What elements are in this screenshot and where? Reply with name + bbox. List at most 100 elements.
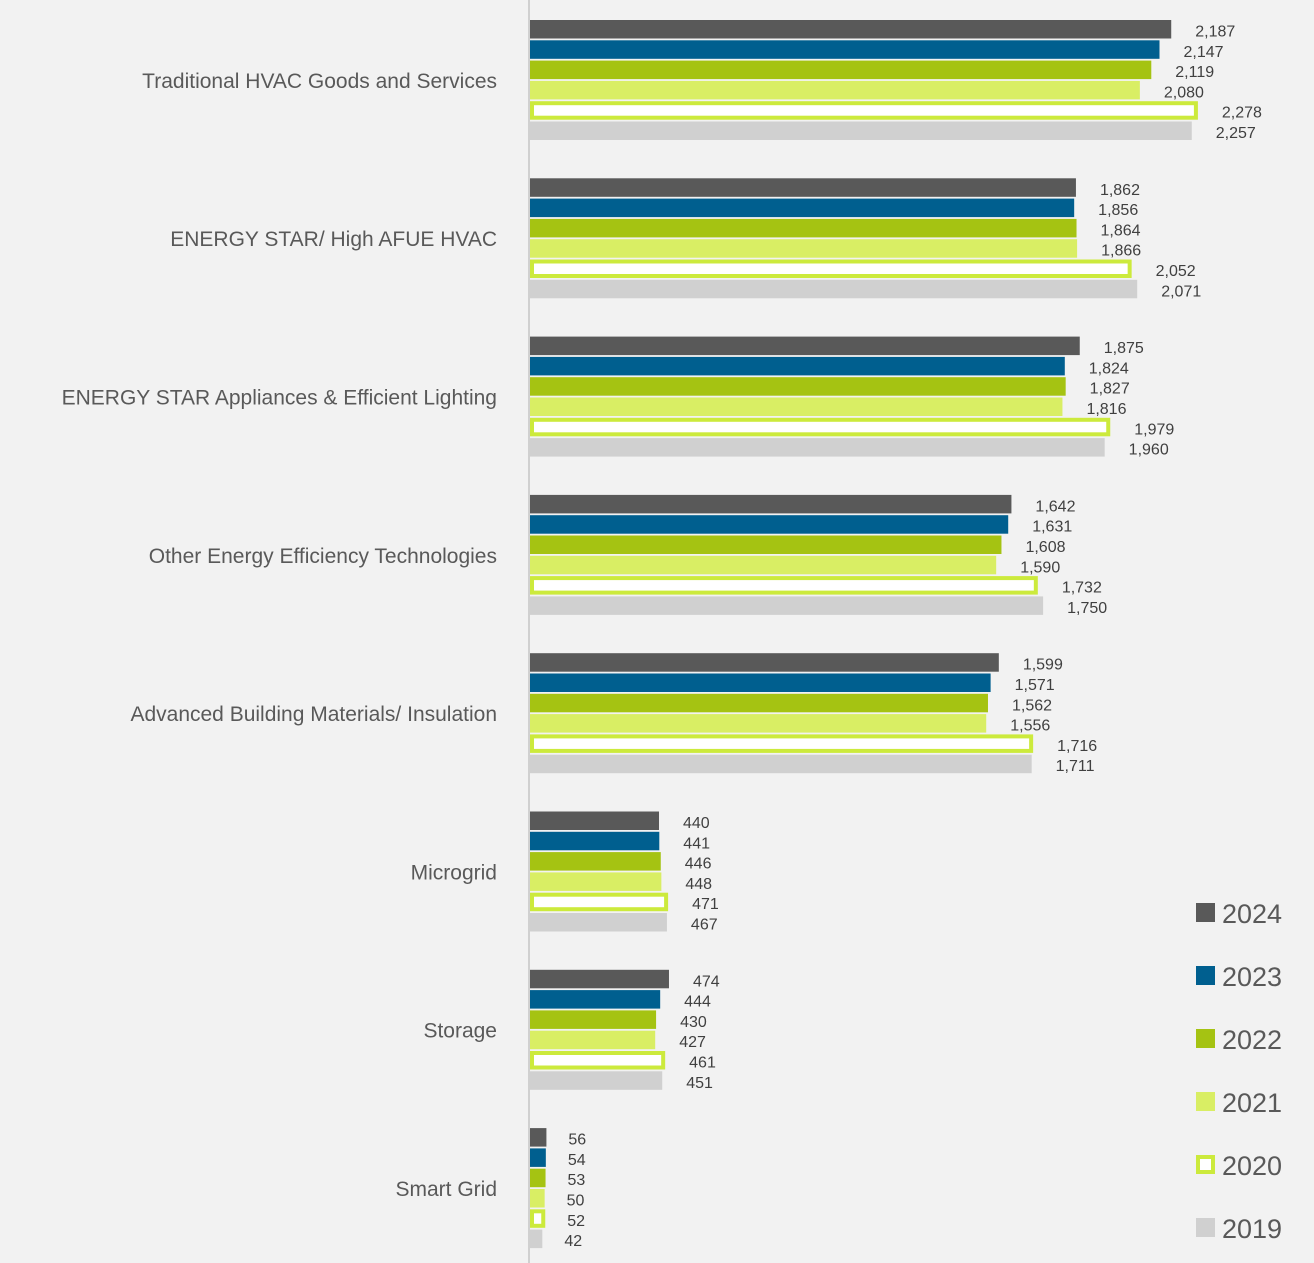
bar-2024 xyxy=(530,178,1076,197)
data-label: 461 xyxy=(689,1055,716,1072)
data-label: 1,856 xyxy=(1098,202,1138,219)
bar-2022 xyxy=(530,535,1002,554)
data-label: 56 xyxy=(568,1132,586,1149)
bar-2022 xyxy=(530,852,661,871)
legend-swatch-2024 xyxy=(1196,903,1215,922)
bar-2022 xyxy=(530,693,988,713)
data-label: 2,278 xyxy=(1222,105,1262,122)
data-label: 2,119 xyxy=(1175,64,1214,81)
bar-2020 xyxy=(530,576,1038,595)
data-label: 1,960 xyxy=(1129,442,1169,459)
data-label: 2,071 xyxy=(1161,283,1201,300)
data-label: 1,571 xyxy=(1015,677,1055,694)
legend-label-2019: 2019 xyxy=(1222,1214,1282,1244)
bar-2022 xyxy=(530,218,1077,238)
category-label: Storage xyxy=(423,1020,497,1043)
bar-2022 xyxy=(530,1168,546,1188)
category-label: Traditional HVAC Goods and Services xyxy=(142,70,497,93)
legend-swatch-2023 xyxy=(1196,966,1215,985)
category-label: Advanced Building Materials/ Insulation xyxy=(130,703,497,726)
bar-2021 xyxy=(530,1030,656,1050)
data-label: 1,642 xyxy=(1035,498,1075,515)
legend-swatch-2019 xyxy=(1196,1218,1215,1237)
legend-swatch-2022 xyxy=(1196,1029,1215,1048)
bar-2020 xyxy=(530,259,1132,278)
bar-2019 xyxy=(530,121,1192,140)
bar-2021 xyxy=(530,872,662,891)
data-label: 441 xyxy=(683,835,710,852)
data-label: 1,862 xyxy=(1100,182,1140,199)
data-label: 42 xyxy=(564,1233,582,1250)
data-label: 446 xyxy=(685,856,712,873)
bar-2020 xyxy=(530,734,1034,753)
legend-label-2020: 2020 xyxy=(1222,1151,1282,1181)
bar-2023 xyxy=(530,673,991,692)
bar-2022 xyxy=(530,1010,657,1029)
data-label: 1,979 xyxy=(1134,421,1174,438)
bar-2019 xyxy=(530,1229,543,1249)
data-label: 1,599 xyxy=(1023,657,1063,674)
data-label: 1,590 xyxy=(1020,559,1060,576)
bar-2023 xyxy=(530,356,1065,376)
bar-2023 xyxy=(530,198,1075,218)
bar-2020 xyxy=(530,1209,546,1228)
data-label: 1,716 xyxy=(1057,738,1097,755)
bar-2020 xyxy=(530,101,1198,120)
bar-2019 xyxy=(530,596,1044,615)
category-label: Microgrid xyxy=(411,861,497,884)
bar-2022 xyxy=(530,60,1152,80)
data-label: 1,556 xyxy=(1010,718,1050,735)
bar-2023 xyxy=(530,515,1009,534)
data-label: 2,147 xyxy=(1184,44,1224,61)
legend-label-2024: 2024 xyxy=(1222,899,1282,929)
data-label: 448 xyxy=(685,876,712,893)
legend-label-2023: 2023 xyxy=(1222,962,1282,992)
data-label: 1,827 xyxy=(1090,381,1130,398)
bar-2019 xyxy=(530,279,1138,299)
value-labels: 2,187 2,147 2,119 2,080 2,278 2,257 1,862 1,856… xyxy=(564,24,1262,1251)
legend: 2024 2023 2022 2021 2020 2019 xyxy=(1196,899,1282,1244)
bar-2024 xyxy=(530,969,669,989)
data-label: 2,187 xyxy=(1195,24,1235,41)
bar-2020 xyxy=(530,1051,666,1070)
data-label: 1,864 xyxy=(1101,222,1141,239)
bar-2019 xyxy=(530,438,1105,457)
bar-2020 xyxy=(530,892,669,912)
data-label: 1,866 xyxy=(1101,243,1141,260)
legend-label-2021: 2021 xyxy=(1222,1088,1282,1118)
category-label: Smart Grid xyxy=(395,1178,497,1201)
bar-2024 xyxy=(530,811,660,830)
bar-2020 xyxy=(530,417,1111,437)
category-labels: Traditional HVAC Goods and Services ENERG… xyxy=(62,70,497,1201)
bar-2023 xyxy=(530,40,1160,59)
bar-2019 xyxy=(530,913,667,932)
data-label: 427 xyxy=(679,1034,706,1051)
legend-swatch-2020 xyxy=(1196,1155,1215,1174)
legend-swatch-2021 xyxy=(1196,1092,1215,1111)
category-label: ENERGY STAR Appliances & Efficient Light… xyxy=(62,387,497,410)
data-label: 2,257 xyxy=(1216,125,1256,142)
data-label: 52 xyxy=(567,1213,585,1230)
data-label: 54 xyxy=(568,1152,586,1169)
data-label: 50 xyxy=(567,1193,585,1210)
data-label: 1,631 xyxy=(1032,519,1072,536)
data-label: 1,750 xyxy=(1067,600,1107,617)
data-label: 1,732 xyxy=(1062,580,1102,597)
bar-2019 xyxy=(530,754,1032,774)
data-label: 2,080 xyxy=(1164,84,1204,101)
bar-2024 xyxy=(530,494,1012,514)
legend-label-2022: 2022 xyxy=(1222,1025,1282,1055)
bars xyxy=(530,20,1198,1249)
bar-2021 xyxy=(530,555,997,575)
data-label: 1,816 xyxy=(1086,401,1126,418)
data-label: 430 xyxy=(680,1014,707,1031)
data-label: 1,875 xyxy=(1104,340,1144,357)
bar-2021 xyxy=(530,1189,545,1208)
data-label: 53 xyxy=(568,1172,586,1189)
data-label: 1,608 xyxy=(1025,539,1065,556)
data-label: 2,052 xyxy=(1156,263,1196,280)
data-label: 467 xyxy=(691,917,718,934)
bar-2021 xyxy=(530,714,987,733)
bar-2024 xyxy=(530,336,1080,356)
bar-2021 xyxy=(530,80,1140,100)
